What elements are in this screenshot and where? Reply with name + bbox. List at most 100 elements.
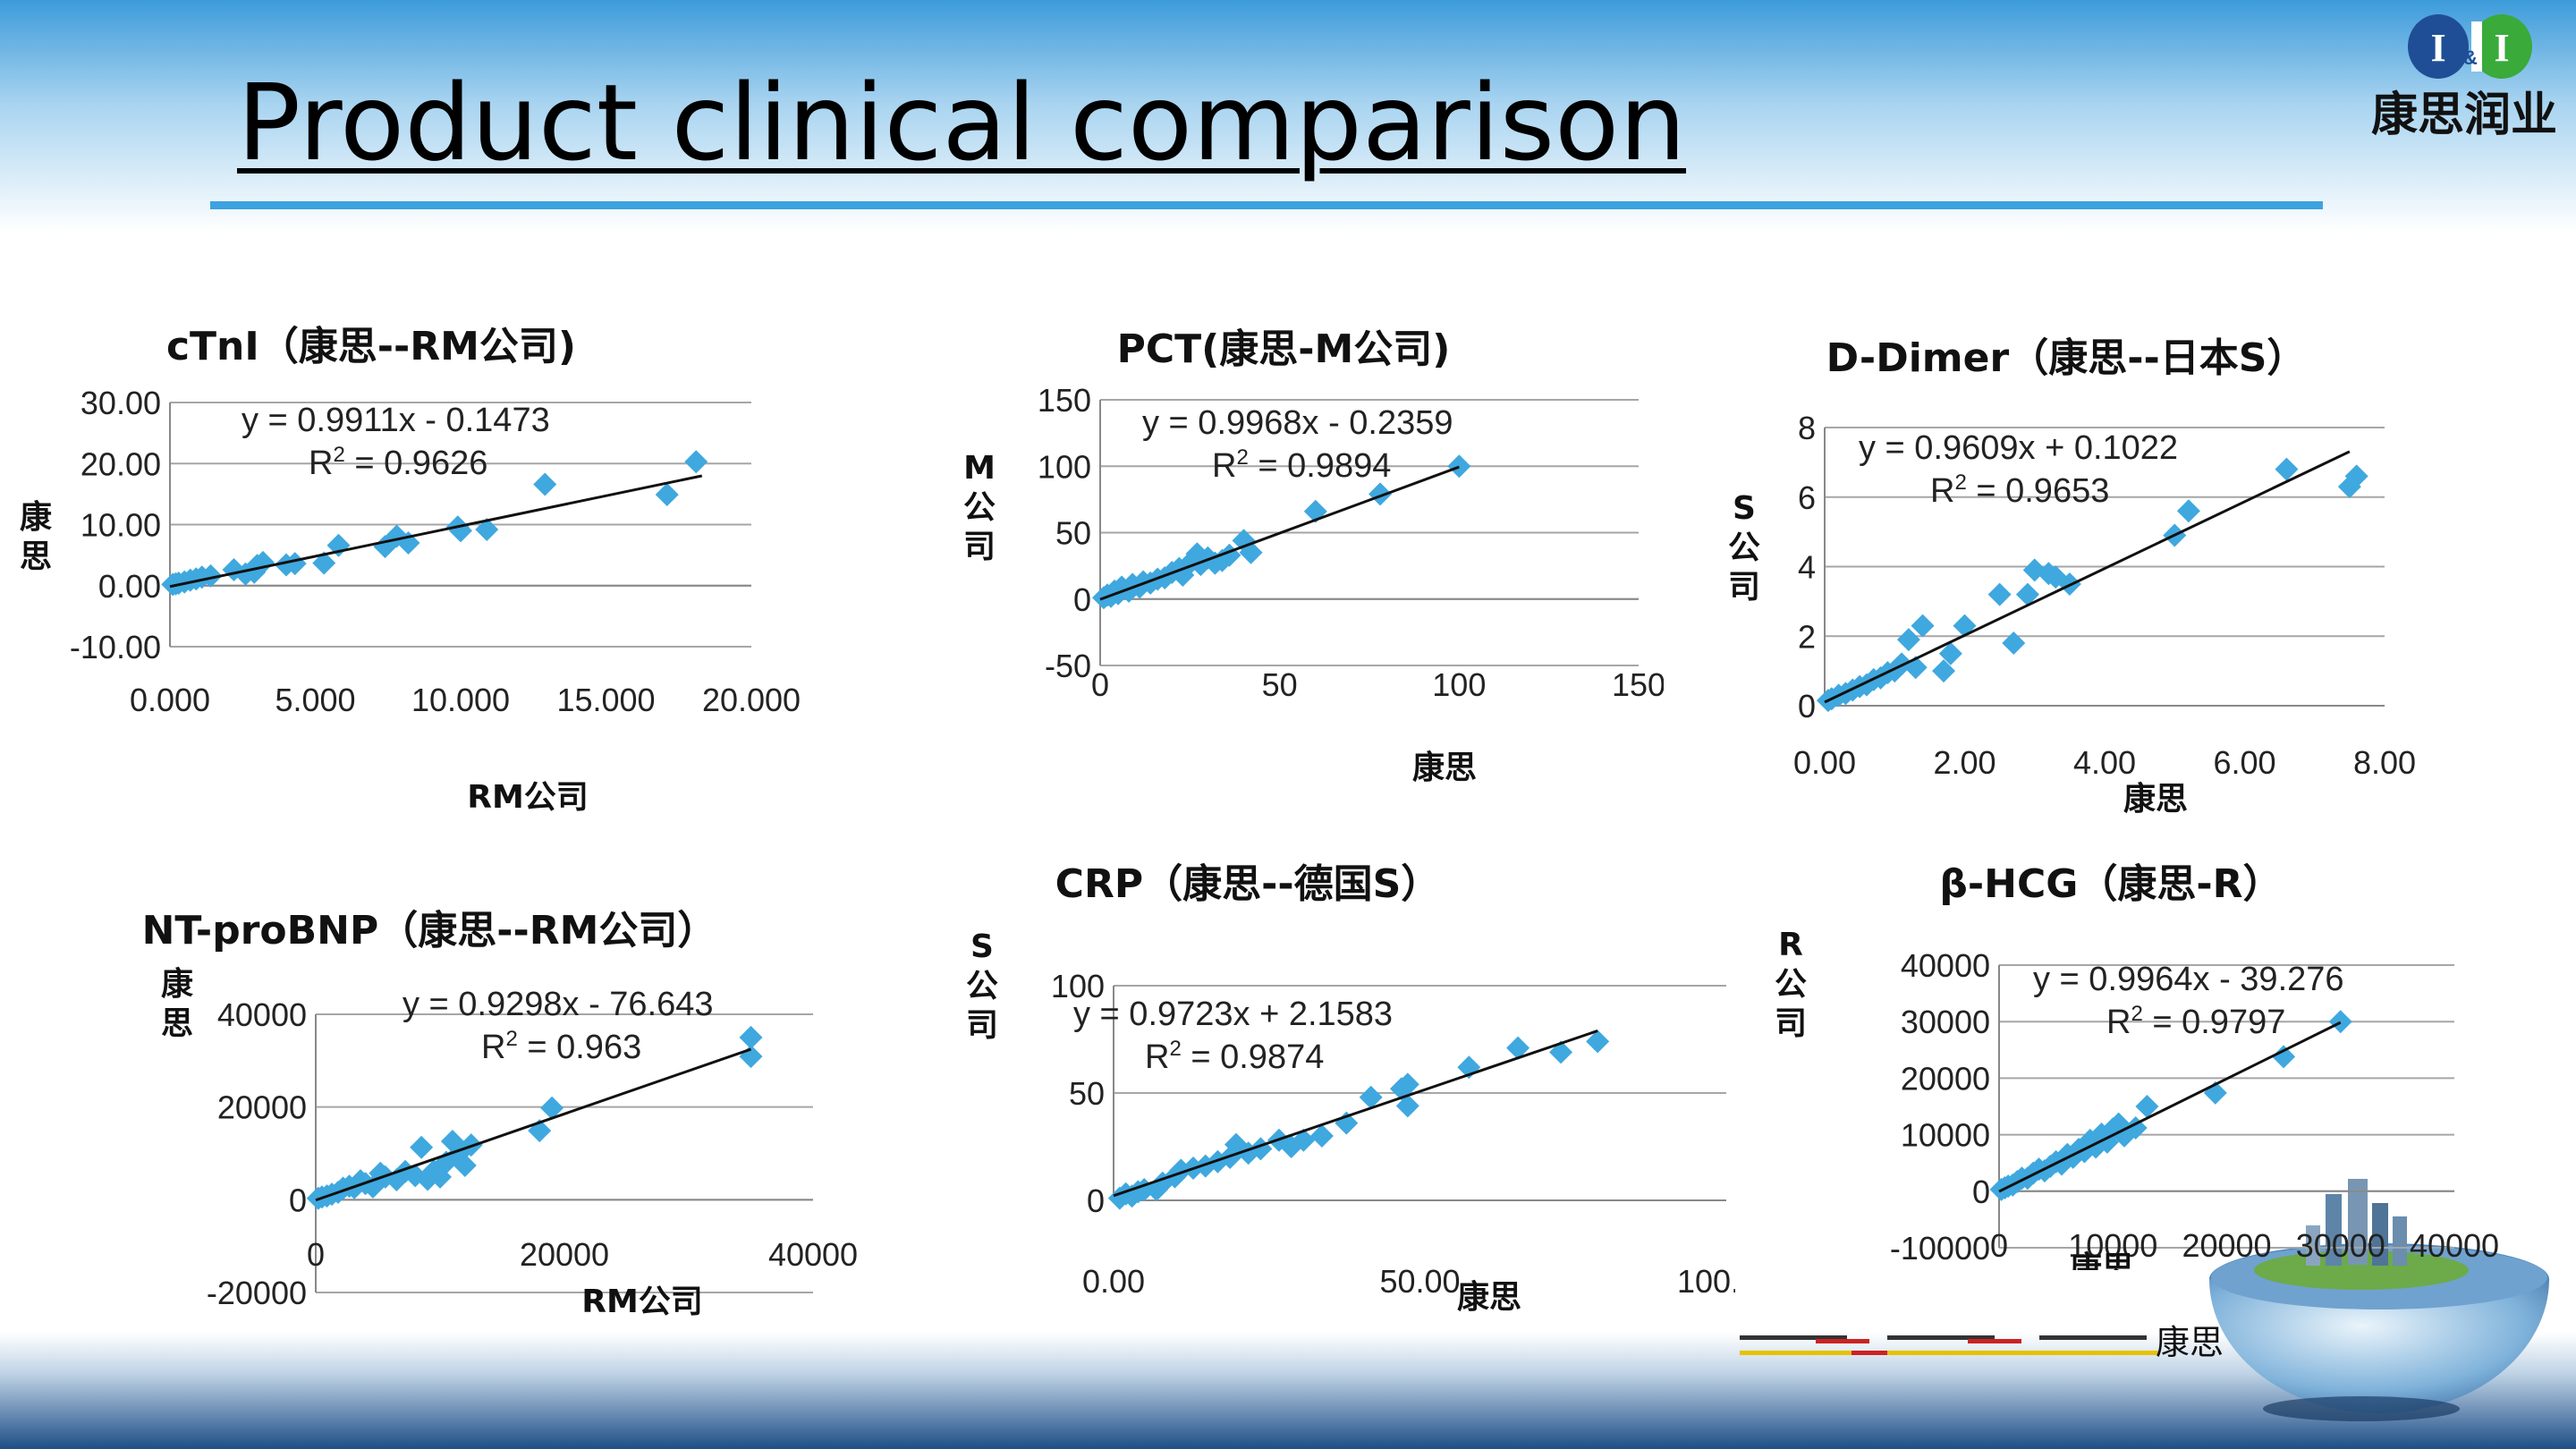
chart-ctni-svg: cTnI（康思--RM公司) -10.00 0.00 10.00 20.00 30.00 0… — [20, 324, 801, 816]
data-point — [655, 483, 679, 507]
chart-title: CRP（康思--德国S） — [1055, 861, 1441, 907]
globe-decoration — [2209, 1179, 2549, 1421]
x-tick-label: 0 — [1091, 666, 1109, 703]
y-tick-label: 20.00 — [80, 445, 161, 482]
x-tick-label: 50.00 — [1379, 1263, 1460, 1300]
y-axis-label: M 公司 — [963, 450, 996, 565]
x-tick-label: 10.000 — [411, 682, 510, 718]
chart-pct: PCT(康思-M公司) -50 0 50 100 150 0 50 100 150 康思 M 公司 y =… — [912, 313, 1664, 814]
x-tick-label: 20000 — [2182, 1227, 2271, 1264]
data-point — [2275, 457, 2299, 481]
chart-title: NT-proBNP（康思--RM公司） — [142, 908, 717, 953]
data-point — [2112, 1123, 2136, 1148]
data-point — [1163, 1165, 1187, 1189]
data-point — [1987, 582, 2012, 606]
y-tick-label: 8 — [1798, 410, 1816, 446]
logo-mark-right: I — [2494, 26, 2509, 70]
x-tick-label: 2.00 — [1933, 744, 1996, 781]
y-tick-label: 0 — [1972, 1174, 1990, 1210]
x-tick-label: 0.000 — [130, 682, 210, 718]
chart-crp-svg: CRP（康思--德国S） 0 50 100 0.00 50.00 100.00 康思 S公司 y … — [966, 861, 1735, 1316]
data-point — [199, 564, 223, 588]
y-tick-label: 0 — [289, 1182, 307, 1218]
y-tick-label: 100 — [1038, 448, 1091, 485]
data-point — [396, 530, 420, 555]
chart-ntprobnp: NT-proBNP（康思--RM公司） -20000 0 20000 40000 0 200… — [134, 894, 886, 1333]
y-tick-label: -20000 — [207, 1275, 307, 1311]
data-point — [1938, 641, 1962, 665]
x-tick-label: 0 — [307, 1236, 325, 1273]
data-point — [739, 1045, 763, 1069]
trend-line — [1998, 1021, 2342, 1193]
data-point — [1953, 614, 1977, 638]
y-tick-label: 2 — [1798, 618, 1816, 655]
x-tick-label: 50 — [1262, 666, 1298, 703]
data-point — [2044, 565, 2068, 589]
data-point — [2176, 499, 2200, 523]
chart-crp: CRP（康思--德国S） 0 50 100 0.00 50.00 100.00 康思 S公司 y … — [948, 859, 1735, 1333]
data-point — [1292, 1128, 1316, 1152]
y-tick-label: 30000 — [1901, 1004, 1990, 1040]
company-logo: I & I 康思润业 — [2361, 7, 2567, 142]
x-tick-label: 5.000 — [275, 682, 355, 718]
trend-line — [315, 1047, 751, 1202]
data-point — [385, 524, 409, 548]
data-point — [2272, 1045, 2296, 1069]
x-tick-label: 20.000 — [702, 682, 801, 718]
trend-equation: y = 0.9723x + 2.1583 — [1073, 996, 1393, 1033]
r-squared: R2 = 0.9797 — [2106, 1002, 2285, 1041]
data-point — [283, 552, 307, 576]
chart-title: D-Dimer（康思--日本S） — [1826, 335, 2307, 381]
y-tick-label: 100 — [1051, 968, 1105, 1004]
trend-equation: y = 0.9609x + 0.1022 — [1859, 429, 2178, 467]
r-squared: R2 = 0.9653 — [1930, 470, 2109, 510]
data-point — [312, 551, 336, 575]
y-tick-label: 10.00 — [80, 507, 161, 544]
logo-mark-amp: & — [2463, 47, 2478, 69]
data-point — [1368, 482, 1393, 506]
x-tick-label: 150 — [1612, 666, 1664, 703]
data-point — [1210, 548, 1234, 572]
y-tick-label: -10.00 — [70, 629, 161, 665]
trend-equation: y = 0.9964x - 39.276 — [2033, 961, 2344, 998]
title-underline-bar — [210, 201, 2323, 209]
x-tick-label: 8.00 — [2353, 744, 2416, 781]
r-squared: R2 = 0.9894 — [1212, 445, 1391, 485]
y-tick-label: 4 — [1798, 549, 1816, 586]
trend-line — [1824, 450, 2351, 704]
data-point — [2078, 1128, 2102, 1152]
x-tick-label: 20000 — [520, 1236, 609, 1273]
x-axis-label: RM公司 — [467, 779, 589, 816]
y-tick-label: 30.00 — [80, 385, 161, 421]
r-squared: R2 = 0.9626 — [309, 443, 487, 482]
x-tick-label: 40000 — [768, 1236, 858, 1273]
footer-label: 康思 — [2156, 1323, 2224, 1362]
data-point — [2203, 1080, 2227, 1105]
y-tick-label: 6 — [1798, 479, 1816, 516]
data-point — [2344, 464, 2368, 488]
data-point — [1896, 628, 1920, 652]
trend-equation: y = 0.9911x - 0.1473 — [242, 402, 550, 439]
chart-title: cTnI（康思--RM公司) — [166, 324, 576, 369]
x-axis-label: 康思 — [1412, 749, 1477, 786]
trend-line — [1113, 1030, 1598, 1198]
x-axis-label: 康思 — [1457, 1278, 1521, 1316]
data-point — [1395, 1072, 1419, 1097]
data-point — [453, 1153, 477, 1177]
y-tick-label: 50 — [1069, 1075, 1105, 1112]
logo-mark-left: I — [2430, 26, 2445, 70]
y-tick-label: 50 — [1055, 515, 1091, 552]
data-point — [1586, 1030, 1610, 1054]
y-tick-label: 0 — [1798, 688, 1816, 724]
y-axis-label: 康思 — [161, 965, 193, 1042]
y-tick-label: 40000 — [217, 996, 307, 1033]
data-point — [1309, 1124, 1334, 1148]
x-tick-label: 0 — [1990, 1227, 2008, 1264]
x-tick-label: 4.00 — [2073, 744, 2136, 781]
data-point — [2328, 1010, 2352, 1034]
r-squared: R2 = 0.963 — [481, 1027, 641, 1066]
data-point — [2084, 1135, 2108, 1159]
y-tick-label: 40000 — [1901, 947, 1990, 984]
